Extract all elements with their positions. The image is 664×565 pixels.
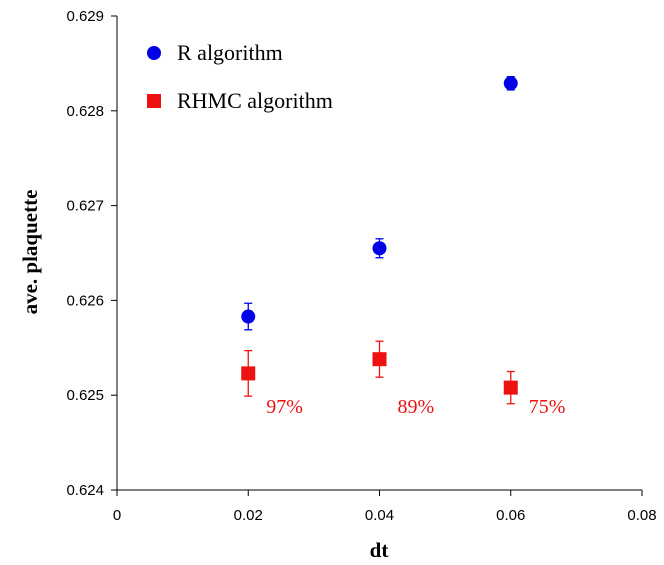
x-tick-label: 0.02 [234, 507, 263, 524]
x-tick-label: 0.04 [365, 507, 394, 524]
r-algorithm-point [241, 310, 255, 324]
rhmc-algorithm-point [504, 381, 518, 395]
axes: 0 0.02 0.04 0.06 0.08 0.624 0.625 0.626 0.627 0.6… [66, 8, 656, 524]
efficiency-annotation: 75% [529, 396, 566, 418]
legend-marker-rhmc-algorithm [147, 94, 161, 108]
rhmc-algorithm-point [241, 366, 255, 380]
r-algorithm-point [504, 76, 518, 90]
legend: R algorithm RHMC algorithm [147, 40, 333, 113]
annotations: 97% 89% 75% [266, 396, 565, 418]
y-tick-label: 0.627 [66, 198, 104, 215]
y-tick-label: 0.624 [66, 482, 104, 499]
r-algorithm-point [373, 241, 387, 255]
y-axis-title: ave. plaquette [18, 190, 42, 315]
y-tick-label: 0.626 [66, 292, 104, 309]
x-axis-title: dt [370, 538, 389, 562]
x-tick-label: 0 [113, 507, 121, 524]
y-tick-label: 0.629 [66, 8, 104, 25]
legend-marker-r-algorithm [147, 46, 161, 60]
y-tick-label: 0.625 [66, 387, 104, 404]
rhmc-algorithm-point [373, 352, 387, 366]
legend-label-rhmc-algorithm: RHMC algorithm [177, 88, 333, 113]
x-tick-label: 0.06 [496, 507, 525, 524]
x-tick-label: 0.08 [627, 507, 656, 524]
efficiency-annotation: 97% [266, 396, 303, 418]
efficiency-annotation: 89% [398, 396, 435, 418]
data-markers [241, 76, 518, 403]
legend-label-r-algorithm: R algorithm [177, 40, 283, 65]
y-tick-label: 0.628 [66, 103, 104, 120]
